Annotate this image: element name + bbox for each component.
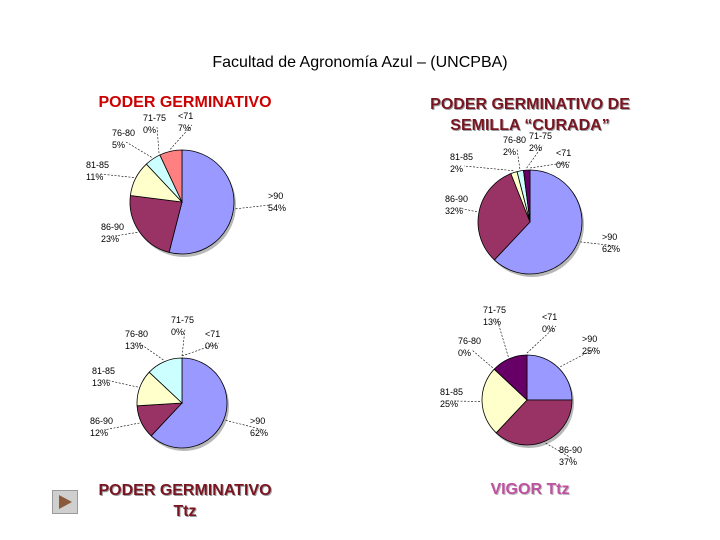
pie-slice-1-6 [159, 149, 183, 203]
chart-3-title: PODER GERMINATIVO Ttz [70, 480, 300, 522]
pie-slice-4-2 [495, 399, 573, 446]
slice-label-2-5: 71-75 [529, 131, 552, 141]
chart-2-title-line-2: SEMILLA “CURADA” [450, 117, 610, 134]
slice-value-3-2: 12% [90, 428, 108, 438]
slice-label-1-3: 81-85 [86, 160, 109, 170]
slice-value-3-6: 0% [205, 341, 218, 351]
slice-label-1-6: <71 [178, 111, 193, 121]
chart-2-title-line-1: PODER GERMINATIVO DE [430, 96, 630, 113]
slice-label-4-3: 81-85 [440, 387, 463, 397]
pie-slice-4-5 [493, 354, 528, 401]
chart-4-title: VIGOR Ttz [490, 481, 570, 498]
leader-line-2-1 [580, 241, 617, 247]
page-title: Facultad de Agronomía Azul – (UNCPBA) [212, 54, 508, 71]
leader-line-2-2 [458, 207, 478, 213]
slice-label-4-6: <71 [542, 312, 557, 322]
leader-line-1-5 [156, 126, 160, 154]
slice-label-3-2: 86-90 [90, 416, 113, 426]
slice-value-1-6: 7% [178, 123, 191, 133]
slice-label-4-1: >90 [582, 334, 597, 344]
leader-line-3-2 [103, 422, 140, 431]
leader-line-2-4 [516, 148, 521, 169]
slice-value-1-1: 54% [268, 203, 286, 213]
pie-slice-4-1 [526, 354, 573, 401]
leader-line-2-5 [526, 144, 544, 169]
slice-value-3-1: 62% [250, 428, 268, 438]
pie-slice-3-1 [150, 357, 228, 449]
pie-slice-2-1 [493, 169, 583, 275]
leader-line-3-5 [181, 328, 186, 357]
slice-value-4-2: 37% [559, 457, 577, 467]
leader-line-1-6 [169, 124, 193, 150]
pie-chart-4: >90 25% 86-90 37% 81-85 25% 76-80 0% 71-75 13% <71… [440, 305, 600, 467]
slice-label-2-2: 86-90 [445, 194, 468, 204]
slice-label-1-2: 86-90 [101, 222, 124, 232]
play-arrow-icon [59, 495, 72, 509]
slice-label-3-4: 76-80 [125, 329, 148, 339]
leader-line-1-1 [235, 204, 271, 210]
slice-label-3-1: >90 [250, 416, 265, 426]
slice-label-4-2: 86-90 [559, 445, 582, 455]
slice-value-2-1: 62% [602, 244, 620, 254]
leader-line-4-5 [496, 318, 509, 357]
slice-value-1-2: 23% [101, 234, 119, 244]
slice-label-3-5: 71-75 [171, 315, 194, 325]
pie-slice-4-3 [481, 368, 528, 434]
slice-value-1-3: 11% [86, 172, 103, 182]
chart-2-title: PODER GERMINATIVO DE SEMILLA “CURADA” [395, 94, 665, 136]
pie-slice-1-2 [129, 195, 183, 253]
slice-value-2-5: 2% [529, 143, 542, 153]
slice-label-2-3: 81-85 [450, 152, 473, 162]
slice-value-2-2: 32% [445, 206, 463, 216]
slice-value-4-4: 0% [458, 348, 471, 358]
leader-line-3-1 [225, 420, 265, 431]
slice-value-2-4: 2% [503, 147, 516, 157]
pie-slice-2-5 [523, 169, 531, 223]
leader-line-1-2 [114, 232, 138, 237]
slice-label-2-6: <71 [556, 148, 571, 158]
slice-value-3-3: 13% [92, 378, 110, 388]
slice-value-3-4: 13% [125, 341, 143, 351]
slice-value-1-4: 5% [112, 140, 125, 150]
slice-label-3-3: 81-85 [92, 366, 115, 376]
leader-line-4-2 [545, 442, 574, 460]
chart-1-title: PODER GERMINATIVO [98, 94, 272, 111]
slice-label-2-4: 76-80 [503, 135, 526, 145]
chart-3-title-line-2: Ttz [173, 503, 197, 520]
slice-label-2-1: >90 [602, 232, 617, 242]
next-slide-button[interactable] [52, 490, 78, 514]
pie-slice-1-1 [168, 149, 235, 255]
slice-value-2-3: 2% [450, 164, 463, 174]
slice-value-2-6: 0% [556, 160, 569, 170]
chart-3-title-line-1: PODER GERMINATIVO [98, 482, 272, 499]
slice-value-4-1: 25% [582, 346, 600, 356]
leader-line-1-4 [125, 141, 152, 158]
leader-line-3-4 [138, 342, 164, 361]
pie-slice-2-2 [477, 173, 531, 261]
pie-chart-1: >90 54% 86-90 23% 81-85 11% 76-80 5% 71-75 0% <71 7… [86, 111, 286, 257]
leader-line-1-3 [99, 173, 134, 178]
leader-line-4-4 [471, 349, 493, 369]
slice-value-3-5: 0% [171, 327, 184, 337]
slice-label-1-1: >90 [268, 191, 283, 201]
pie-chart-3: >90 62% 86-90 12% 81-85 13% 76-80 13% 71-75 0% <71… [90, 315, 268, 451]
slice-label-4-5: 71-75 [483, 305, 506, 315]
slice-label-1-4: 76-80 [112, 128, 135, 138]
slice-label-1-5: 71-75 [143, 113, 166, 123]
slice-value-4-5: 13% [483, 317, 501, 327]
leader-line-3-6 [181, 342, 220, 357]
slice-value-1-5: 0% [143, 125, 156, 135]
leader-line-4-6 [526, 325, 557, 354]
slice-label-3-6: <71 [205, 329, 220, 339]
pie-slice-3-4 [148, 357, 183, 404]
leader-line-3-3 [105, 379, 138, 388]
slice-label-4-4: 76-80 [458, 336, 481, 346]
leader-line-2-3 [463, 165, 514, 171]
slice-value-4-6: 0% [542, 324, 555, 334]
slice-value-4-3: 25% [440, 399, 458, 409]
